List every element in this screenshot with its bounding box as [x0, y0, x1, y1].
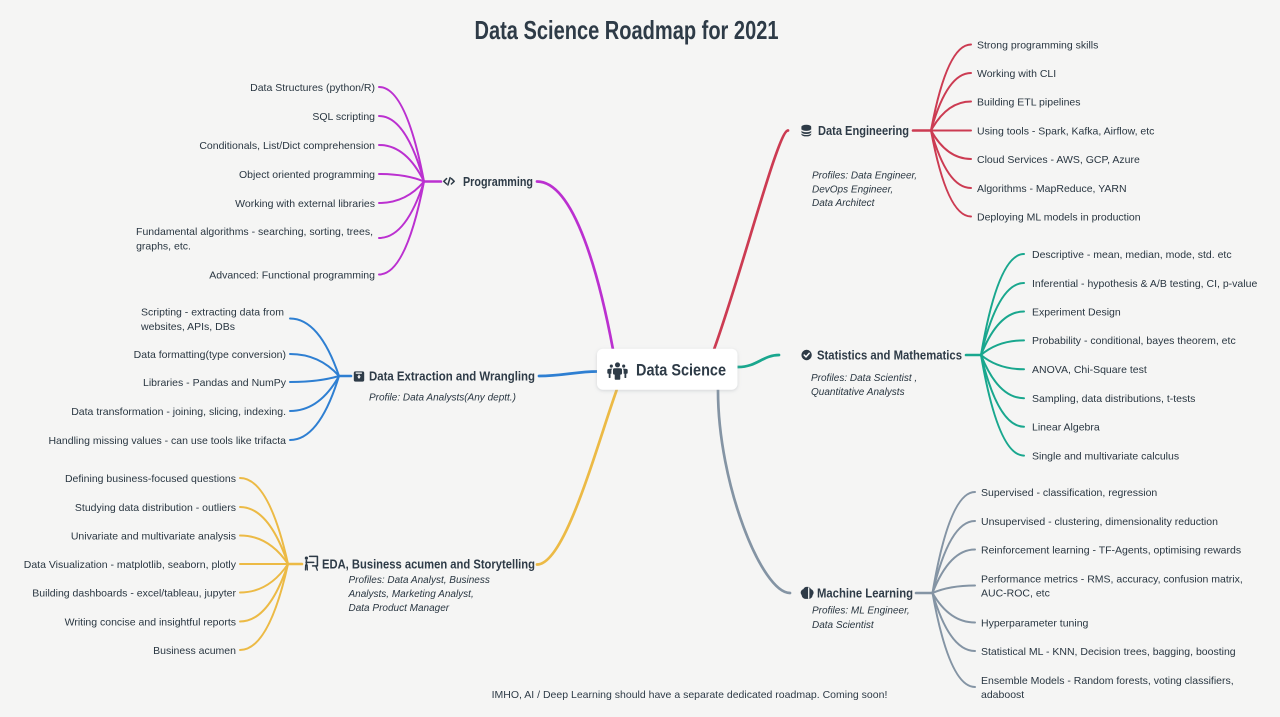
svg-text:Data Science Roadmap for 2021: Data Science Roadmap for 2021	[475, 15, 779, 45]
svg-text:adaboost: adaboost	[981, 689, 1024, 701]
svg-text:Business acumen: Business acumen	[153, 645, 236, 657]
svg-text:Hyperparameter tuning: Hyperparameter tuning	[981, 617, 1089, 629]
svg-text:Libraries - Pandas and NumPy: Libraries - Pandas and NumPy	[143, 377, 287, 389]
svg-text:Data Architect: Data Architect	[812, 198, 876, 209]
svg-text:Statistical ML - KNN, Decision: Statistical ML - KNN, Decision trees, ba…	[981, 646, 1236, 658]
svg-text:Data Visualization - matplotli: Data Visualization - matplotlib, seaborn…	[24, 559, 237, 571]
svg-text:Scripting - extracting data fr: Scripting - extracting data from	[141, 306, 284, 318]
svg-text:Single and multivariate calcul: Single and multivariate calculus	[1032, 450, 1179, 462]
svg-text:Working with CLI: Working with CLI	[977, 68, 1056, 80]
svg-text:Ensemble Models - Random fores: Ensemble Models - Random forests, voting…	[981, 675, 1234, 687]
svg-text:Profiles: Data Scientist ,: Profiles: Data Scientist ,	[811, 373, 917, 384]
svg-text:EDA, Business acumen and Story: EDA, Business acumen and Storytelling	[322, 558, 535, 572]
svg-text:Advanced: Functional programmi: Advanced: Functional programming	[209, 269, 375, 281]
svg-text:Unsupervised - clustering, dim: Unsupervised - clustering, dimensionalit…	[981, 516, 1218, 528]
svg-text:Data Extraction and Wrangling: Data Extraction and Wrangling	[369, 370, 535, 384]
svg-text:Data Scientist: Data Scientist	[812, 620, 875, 631]
svg-text:Handling missing values - can: Handling missing values - can use tools …	[48, 435, 286, 447]
svg-text:Defining business-focused ques: Defining business-focused questions	[65, 473, 236, 485]
svg-text:Sampling, data distributions,: Sampling, data distributions, t-tests	[1032, 393, 1195, 405]
svg-text:AUC-ROC, etc: AUC-ROC, etc	[981, 587, 1050, 599]
svg-text:Data Structures (python/R): Data Structures (python/R)	[250, 82, 375, 94]
svg-text:Cloud Services - AWS, GCP, Azu: Cloud Services - AWS, GCP, Azure	[977, 154, 1140, 166]
svg-text:Building ETL pipelines: Building ETL pipelines	[977, 96, 1081, 108]
svg-text:Profiles: ML Engineer,: Profiles: ML Engineer,	[812, 606, 910, 617]
svg-text:Profiles: Data Engineer,: Profiles: Data Engineer,	[812, 171, 917, 182]
svg-text:Analysts, Marketing Analyst,: Analysts, Marketing Analyst,	[348, 589, 474, 600]
svg-text:Programming: Programming	[463, 175, 533, 189]
svg-text:Reinforcement learning - TF-Ag: Reinforcement learning - TF-Agents, opti…	[981, 544, 1241, 556]
svg-text:Descriptive - mean, median, mo: Descriptive - mean, median, mode, std. e…	[1032, 249, 1232, 261]
svg-text:Conditionals, List/Dict compre: Conditionals, List/Dict comprehension	[199, 140, 375, 152]
svg-text:SQL scripting: SQL scripting	[312, 111, 375, 123]
svg-text:IMHO, AI / Deep Learning shoul: IMHO, AI / Deep Learning should have a s…	[492, 689, 888, 701]
svg-text:Data Engineering: Data Engineering	[818, 124, 909, 138]
svg-text:Writing concise and insightful: Writing concise and insightful reports	[65, 616, 236, 628]
svg-text:Profiles: Data Analyst, Busine: Profiles: Data Analyst, Business	[349, 575, 490, 586]
svg-text:Machine Learning: Machine Learning	[817, 587, 913, 601]
svg-text:Supervised - classification, r: Supervised - classification, regression	[981, 487, 1157, 499]
svg-text:Performance metrics - RMS, acc: Performance metrics - RMS, accuracy, con…	[981, 573, 1243, 585]
svg-text:Probability - conditional, bay: Probability - conditional, bayes theorem…	[1032, 335, 1236, 347]
svg-text:Object oriented programming: Object oriented programming	[239, 169, 375, 181]
svg-text:ANOVA, Chi-Square test: ANOVA, Chi-Square test	[1032, 364, 1147, 376]
svg-text:Working with external librarie: Working with external libraries	[235, 198, 375, 210]
svg-text:Deploying ML models in product: Deploying ML models in production	[977, 211, 1141, 223]
svg-text:Statistics and Mathematics: Statistics and Mathematics	[817, 349, 962, 363]
svg-text:Studying data distribution - o: Studying data distribution - outliers	[75, 502, 236, 514]
svg-text:Data Product Manager: Data Product Manager	[349, 603, 450, 614]
svg-text:Algorithms - MapReduce, YARN: Algorithms - MapReduce, YARN	[977, 183, 1127, 195]
svg-text:Building dashboards - excel/ta: Building dashboards - excel/tableau, jup…	[32, 587, 236, 599]
svg-text:Experiment Design: Experiment Design	[1032, 306, 1121, 318]
svg-text:graphs, etc.: graphs, etc.	[136, 240, 191, 252]
svg-text:Data formatting(type conversio: Data formatting(type conversion)	[134, 349, 286, 361]
svg-text:Data Science: Data Science	[636, 360, 726, 379]
svg-text:Profile: Data Analysts(Any dep: Profile: Data Analysts(Any deptt.)	[369, 393, 516, 404]
svg-text:Linear Algebra: Linear Algebra	[1032, 422, 1100, 434]
svg-text:Strong programming skills: Strong programming skills	[977, 39, 1098, 51]
svg-text:Quantitative Analysts: Quantitative Analysts	[811, 387, 905, 398]
svg-text:Using tools - Spark, Kafka, Ai: Using tools - Spark, Kafka, Airflow, etc	[977, 125, 1154, 137]
svg-text:DevOps Engineer,: DevOps Engineer,	[812, 185, 893, 196]
svg-text:Data transformation - joining,: Data transformation - joining, slicing, …	[71, 406, 286, 418]
svg-text:Inferential - hypothesis & A/B: Inferential - hypothesis & A/B testing, …	[1032, 278, 1257, 290]
svg-text:Fundamental algorithms - searc: Fundamental algorithms - searching, sort…	[136, 226, 373, 238]
svg-text:websites, APIs, DBs: websites, APIs, DBs	[140, 321, 235, 333]
svg-text:Univariate and multivariate an: Univariate and multivariate analysis	[71, 530, 236, 542]
